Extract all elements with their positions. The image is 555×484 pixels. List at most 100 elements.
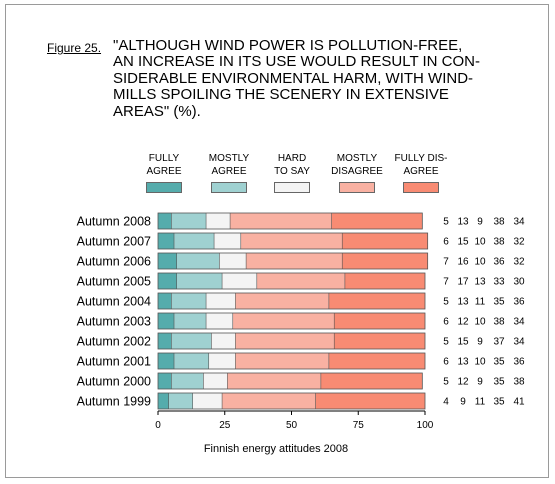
bar-segment [158, 293, 172, 309]
category-label: Autumn 2006 [77, 255, 151, 269]
bar-segment [328, 293, 425, 309]
bar-segment [235, 353, 329, 369]
bar-segment [214, 233, 241, 249]
bar-segment [342, 233, 428, 249]
category-label: Autumn 2000 [77, 375, 151, 389]
value-label: 36 [513, 357, 525, 368]
value-label: 35 [493, 377, 505, 388]
figure-label: Figure 25. [47, 41, 102, 55]
bar-outline [157, 272, 426, 290]
bar-segment [328, 353, 425, 369]
bar-segment [344, 273, 425, 289]
category-label: Autumn 2002 [77, 335, 151, 349]
value-label: 7 [443, 257, 449, 268]
x-tick-label: 75 [353, 420, 365, 431]
bar-segment [158, 233, 175, 249]
category-label: Autumn 2005 [77, 275, 151, 289]
value-label: 32 [513, 237, 525, 248]
bar-segment [158, 353, 175, 369]
bar-segment [171, 293, 207, 309]
legend-swatch [403, 182, 439, 193]
legend-label: MOSTLY AGREE [208, 153, 250, 177]
value-label: 10 [474, 237, 486, 248]
bar-segment [232, 313, 335, 329]
value-label: 10 [474, 357, 486, 368]
bar-segment [227, 373, 321, 389]
bar-segment [222, 273, 257, 289]
legend-swatch [339, 182, 375, 193]
value-label: 9 [477, 217, 483, 228]
value-label: 38 [493, 317, 505, 328]
value-label: 16 [457, 257, 469, 268]
bar-segment [246, 253, 343, 269]
value-label: 6 [443, 317, 449, 328]
value-label: 10 [474, 317, 486, 328]
bar-segment [230, 213, 332, 229]
legend-item: FULLY AGREE [134, 151, 194, 193]
x-tick-label: 50 [286, 420, 298, 431]
value-label: 13 [457, 217, 469, 228]
source-label: Finnish energy attitudes 2008 [204, 443, 348, 455]
bar-segment [176, 273, 223, 289]
bar-segment [240, 233, 343, 249]
bar-segment [158, 253, 177, 269]
bar-segment [206, 313, 233, 329]
chart-title: "ALTHOUGH WIND POWER IS POLLUTION-FREE, … [113, 37, 480, 120]
bar-segment [219, 253, 247, 269]
bar-segment [158, 313, 175, 329]
bar-segment [320, 373, 423, 389]
value-label: 34 [513, 217, 525, 228]
x-tick-label: 0 [155, 420, 161, 431]
legend-item: MOSTLY AGREE [199, 151, 259, 193]
value-label: 34 [513, 337, 525, 348]
bar-segment [206, 293, 236, 309]
value-label: 32 [513, 257, 525, 268]
legend-swatch [274, 182, 310, 193]
value-label: 10 [474, 257, 486, 268]
value-label: 36 [513, 297, 525, 308]
value-label: 6 [443, 357, 449, 368]
bar-outline [157, 352, 426, 370]
bar-outline [157, 212, 423, 230]
bar-segment [171, 213, 207, 229]
legend-label: MOSTLY DISAGREE [331, 153, 383, 177]
value-label: 30 [513, 277, 525, 288]
bar-outline [157, 312, 426, 330]
legend-swatch [146, 182, 182, 193]
bar-segment [176, 253, 220, 269]
bar-segment [334, 313, 425, 329]
bar-outline [157, 332, 426, 350]
bar-segment [334, 333, 425, 349]
value-label: 38 [493, 237, 505, 248]
value-label: 12 [457, 317, 469, 328]
bar-segment [174, 233, 215, 249]
bar-segment [235, 333, 335, 349]
legend-label: HARD TO SAY [274, 153, 310, 177]
legend-item: FULLY DIS- AGREE [391, 151, 451, 193]
bar-segment [158, 273, 177, 289]
bar-outline [157, 372, 423, 390]
bar-segment [315, 393, 425, 409]
legend-item: MOSTLY DISAGREE [327, 151, 387, 193]
bar-outline [157, 252, 429, 270]
value-label: 11 [475, 297, 486, 308]
bar-segment [171, 373, 204, 389]
category-label: Autumn 1999 [77, 395, 151, 409]
value-label: 4 [443, 397, 449, 408]
chart-frame [5, 4, 549, 478]
x-tick-label: 100 [417, 420, 434, 431]
value-label: 38 [513, 377, 525, 388]
bar-segment [158, 333, 172, 349]
bar-segment [158, 373, 172, 389]
value-label: 15 [457, 237, 469, 248]
bar-segment [206, 213, 231, 229]
bar-segment [211, 333, 236, 349]
bar-segment [203, 373, 228, 389]
legend-swatch [211, 182, 247, 193]
value-label: 38 [493, 217, 505, 228]
legend-item: HARD TO SAY [262, 151, 322, 193]
bar-segment [222, 393, 316, 409]
bar-outline [157, 392, 426, 410]
value-label: 13 [474, 277, 486, 288]
